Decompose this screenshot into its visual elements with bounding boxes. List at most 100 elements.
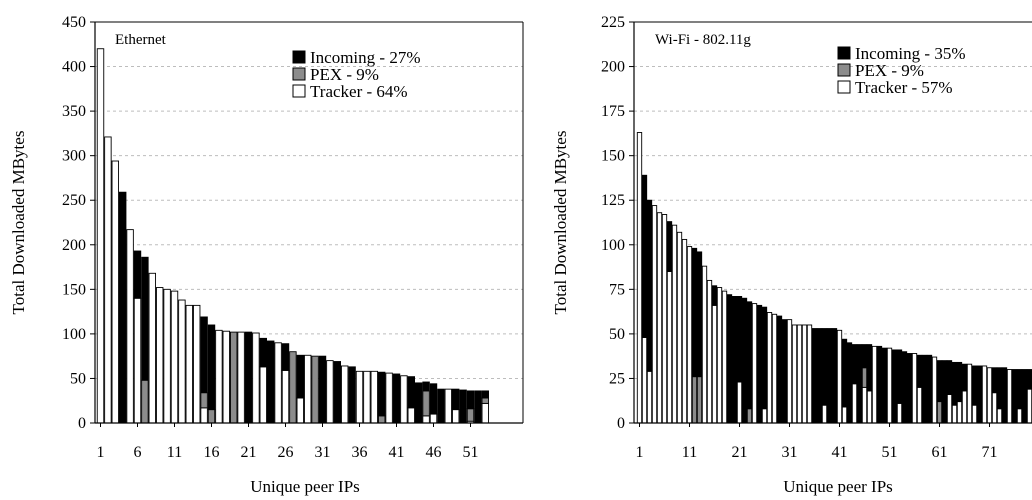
bar-pex <box>422 390 430 417</box>
bar-incoming <box>318 355 327 424</box>
bar-incoming <box>856 344 863 424</box>
bar-incoming <box>666 221 673 272</box>
y-tick-label: 0 <box>617 415 625 432</box>
bar-tracker <box>981 365 988 424</box>
bar-pex <box>311 355 319 424</box>
bar-incoming <box>776 315 783 424</box>
bar-tracker <box>303 354 312 424</box>
bar-incoming <box>851 344 858 385</box>
bar-tracker <box>200 407 208 424</box>
y-tick-label: 25 <box>609 370 625 387</box>
bar-incoming <box>281 343 290 371</box>
bar-incoming <box>481 390 490 399</box>
bar-pex <box>466 408 475 422</box>
bar-tracker <box>651 205 658 424</box>
bar-incoming <box>861 344 868 369</box>
bar-tracker <box>656 212 663 424</box>
bar-tracker <box>821 404 828 424</box>
x-tick-label: 31 <box>315 444 331 461</box>
bar-incoming <box>941 360 948 424</box>
bar-incoming <box>429 383 438 415</box>
bar-incoming <box>741 297 748 424</box>
bar-pex <box>936 401 943 424</box>
y-tick-label: 175 <box>601 103 625 120</box>
y-tick-label: 300 <box>62 148 86 165</box>
legend-entry: Tracker - 64% <box>310 82 408 101</box>
bar-incoming <box>936 360 943 403</box>
bar-tracker <box>636 132 643 424</box>
bar-tracker <box>961 390 968 424</box>
bar-tracker <box>676 231 683 424</box>
x-axis-title: Unique peer IPs <box>783 477 893 496</box>
y-tick-label: 200 <box>601 59 625 76</box>
legend-swatch <box>292 84 306 98</box>
bar-tracker <box>355 370 364 424</box>
bar-incoming <box>474 390 482 424</box>
panel-title: Wi-Fi - 802.11g <box>655 32 751 48</box>
bar-tracker <box>951 404 958 424</box>
bar-tracker <box>274 342 282 424</box>
bar-tracker <box>751 303 758 424</box>
bar-incoming <box>916 354 923 388</box>
bar-tracker <box>761 408 768 424</box>
bar-tracker <box>155 287 164 424</box>
bar-incoming <box>1011 369 1018 424</box>
bar-tracker <box>911 353 918 424</box>
bar-tracker <box>326 360 334 424</box>
bar-tracker <box>661 214 668 424</box>
bar-incoming <box>414 382 423 424</box>
bar-tracker <box>851 383 858 424</box>
y-tick-label: 0 <box>78 415 86 432</box>
bar-tracker <box>771 313 778 424</box>
bar-tracker <box>451 409 460 424</box>
bar-incoming <box>811 328 818 424</box>
bar-tracker <box>966 363 973 424</box>
bar-pex <box>861 367 868 388</box>
bar-incoming <box>377 371 386 417</box>
bars <box>636 132 1032 424</box>
bar-pex <box>696 376 703 424</box>
x-tick-label: 1 <box>97 444 105 461</box>
bar-incoming <box>726 294 733 424</box>
bar-tracker <box>385 372 393 424</box>
x-tick-label: 16 <box>204 444 220 461</box>
bar-tracker <box>185 304 194 424</box>
bar-tracker <box>986 367 993 424</box>
bar-incoming <box>746 301 753 410</box>
bar-tracker <box>163 288 171 424</box>
bar-tracker <box>422 415 430 424</box>
bar-tracker <box>971 404 978 424</box>
bar-pex <box>289 351 297 424</box>
bar-tracker <box>796 324 803 424</box>
bar-tracker <box>444 388 453 424</box>
bar-incoming <box>946 360 953 395</box>
bar-incoming <box>141 256 149 381</box>
x-tick-label: 6 <box>134 444 142 461</box>
y-axis-title: Total Downloaded MBytes <box>9 131 28 315</box>
y-axis-title: Total Downloaded MBytes <box>551 131 570 315</box>
bar-incoming <box>971 365 978 406</box>
legend-swatch <box>292 50 306 64</box>
bar-incoming <box>266 340 275 424</box>
bar-tracker <box>996 408 1003 424</box>
bar-incoming <box>891 349 898 424</box>
y-tick-label: 400 <box>62 59 86 76</box>
y-tick-label: 225 <box>601 14 625 31</box>
bar-tracker <box>706 279 713 424</box>
x-axis-title: Unique peer IPs <box>250 477 360 496</box>
y-tick-label: 200 <box>62 237 86 254</box>
legend-entry: PEX - 9% <box>310 65 379 84</box>
y-tick-label: 450 <box>62 14 86 31</box>
x-tick-label: 21 <box>732 444 748 461</box>
bar-incoming <box>846 342 853 424</box>
bar-incoming <box>1021 369 1028 424</box>
bar-incoming <box>466 390 475 410</box>
bar-incoming <box>866 344 873 392</box>
bar-tracker <box>192 304 201 424</box>
bar-incoming <box>821 328 828 406</box>
x-tick-label: 51 <box>882 444 898 461</box>
x-tick-label: 1 <box>636 444 644 461</box>
bar-tracker <box>841 406 848 424</box>
bar-incoming <box>761 306 768 410</box>
